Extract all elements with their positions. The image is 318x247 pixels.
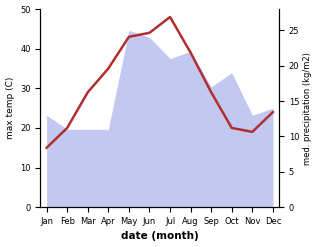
Y-axis label: max temp (C): max temp (C)	[5, 77, 15, 139]
X-axis label: date (month): date (month)	[121, 231, 199, 242]
Y-axis label: med. precipitation (kg/m2): med. precipitation (kg/m2)	[303, 52, 313, 165]
